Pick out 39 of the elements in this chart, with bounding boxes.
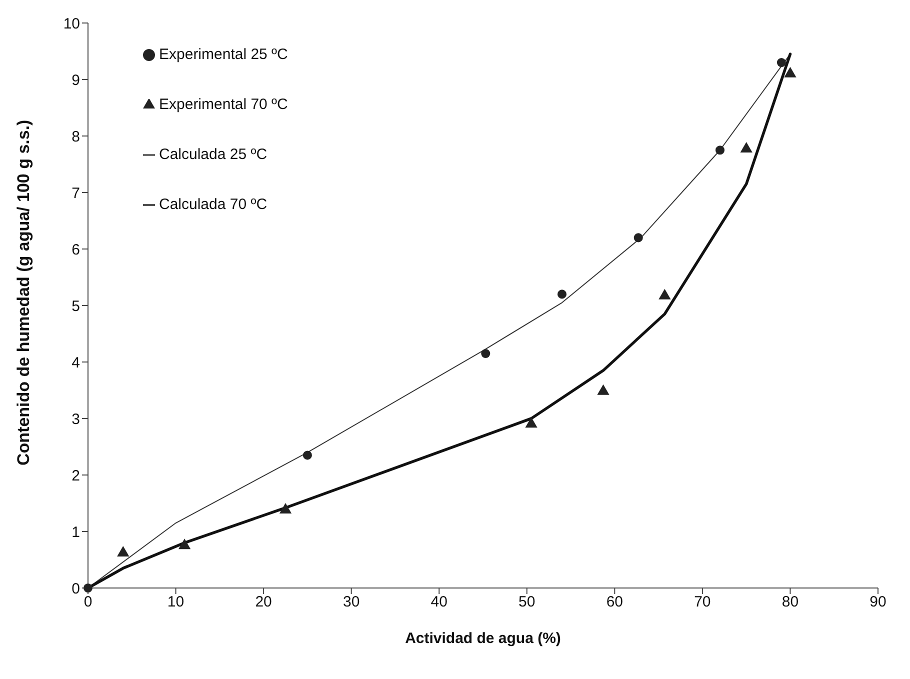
- point: [715, 146, 725, 155]
- point: [178, 538, 191, 550]
- x-tick-label: 50: [518, 594, 536, 611]
- y-tick-label: 10: [63, 15, 80, 32]
- legend-label: Calculada 25 ºC: [159, 146, 268, 163]
- x-tick-label: 60: [606, 594, 624, 611]
- x-tick-label: 10: [167, 594, 184, 611]
- y-tick-label: 1: [72, 524, 80, 541]
- y-tick-label: 7: [72, 184, 80, 202]
- y-tick-label: 9: [72, 72, 80, 89]
- point: [481, 349, 490, 358]
- x-tick-label: 90: [870, 594, 886, 611]
- point: [117, 546, 130, 556]
- x-tick-label: 30: [342, 594, 360, 611]
- point: [279, 503, 292, 514]
- y-axis-title: Contenido de humedad (g agua/ 100 g s.s.): [14, 120, 34, 466]
- x-tick-label: 70: [694, 594, 711, 611]
- legend-label: Experimental 25 ºC: [159, 46, 288, 63]
- point: [597, 384, 610, 395]
- point: [658, 288, 671, 300]
- x-tick-label: 0: [84, 594, 92, 611]
- y-tick-label: 3: [72, 410, 80, 428]
- x-tick-label: 80: [782, 594, 799, 611]
- point: [302, 450, 312, 460]
- y-tick-label: 6: [72, 241, 80, 258]
- point: [557, 290, 567, 299]
- legend-label: Experimental 70 ºC: [159, 96, 288, 113]
- y-tick-label: 0: [72, 580, 80, 598]
- legend-label: Calculada 70 ºC: [159, 196, 268, 213]
- y-tick-label: 5: [72, 298, 80, 315]
- x-tick-label: 20: [255, 594, 272, 611]
- y-tick-label: 4: [72, 354, 80, 372]
- point: [525, 417, 538, 428]
- y-tick-label: 8: [72, 128, 80, 146]
- point: [776, 58, 786, 68]
- x-tick-label: 40: [430, 594, 448, 611]
- point: [634, 233, 643, 242]
- y-tick-label: 2: [72, 467, 80, 484]
- x-axis-title: Actividad de agua (%): [405, 630, 561, 647]
